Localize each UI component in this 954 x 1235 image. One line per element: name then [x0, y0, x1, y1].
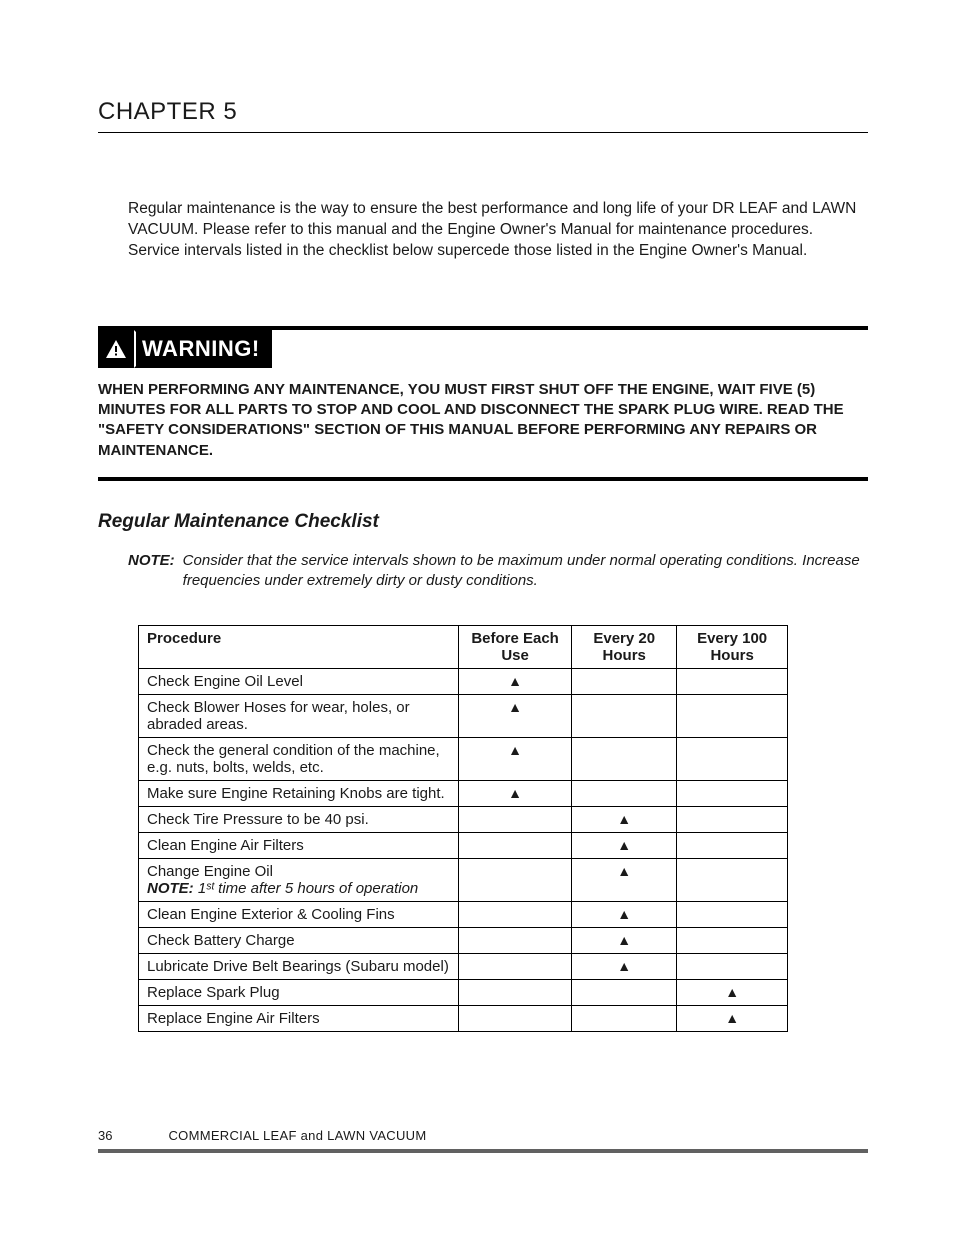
cell-procedure: Replace Engine Air Filters: [139, 1006, 459, 1032]
cell-mark: ▲: [572, 859, 677, 902]
cell-mark: ▲: [459, 738, 572, 781]
note-body: Consider that the service intervals show…: [183, 551, 868, 592]
table-row: Replace Engine Air Filters ▲: [139, 1006, 788, 1032]
table-row: Lubricate Drive Belt Bearings (Subaru mo…: [139, 954, 788, 980]
cell-mark: [459, 902, 572, 928]
cell-procedure: Make sure Engine Retaining Knobs are tig…: [139, 781, 459, 807]
cell-mark: [459, 954, 572, 980]
warning-block: WARNING! WHEN PERFORMING ANY MAINTENANCE…: [98, 326, 868, 481]
header-before-each-use: Before Each Use: [459, 626, 572, 669]
note-block: NOTE: Consider that the service interval…: [128, 551, 868, 592]
chapter-title: CHAPTER 5: [98, 98, 868, 133]
cell-mark: [459, 928, 572, 954]
cell-mark: ▲: [572, 928, 677, 954]
cell-procedure: Change Engine OilNOTE: 1ˢᵗ time after 5 …: [139, 859, 459, 902]
table-row: Clean Engine Exterior & Cooling Fins ▲: [139, 902, 788, 928]
section-title: Regular Maintenance Checklist: [98, 511, 868, 533]
cell-mark: [572, 980, 677, 1006]
table-row: Change Engine OilNOTE: 1ˢᵗ time after 5 …: [139, 859, 788, 902]
cell-procedure: Check Blower Hoses for wear, holes, or a…: [139, 695, 459, 738]
cell-procedure: Clean Engine Exterior & Cooling Fins: [139, 902, 459, 928]
cell-mark: [459, 859, 572, 902]
header-every-100-hours: Every 100 Hours: [677, 626, 788, 669]
cell-mark: ▲: [459, 695, 572, 738]
maintenance-table: Procedure Before Each Use Every 20 Hours…: [138, 625, 788, 1032]
cell-mark: ▲: [677, 1006, 788, 1032]
table-row: Make sure Engine Retaining Knobs are tig…: [139, 781, 788, 807]
cell-mark: [459, 1006, 572, 1032]
cell-mark: ▲: [572, 833, 677, 859]
cell-procedure: Check Engine Oil Level: [139, 669, 459, 695]
table-row: Check Tire Pressure to be 40 psi. ▲: [139, 807, 788, 833]
cell-mark: [677, 807, 788, 833]
cell-mark: [677, 669, 788, 695]
cell-mark: ▲: [572, 954, 677, 980]
cell-mark: [459, 833, 572, 859]
footer-page-number: 36: [98, 1128, 112, 1143]
cell-mark: [459, 980, 572, 1006]
cell-mark: [677, 695, 788, 738]
cell-procedure: Clean Engine Air Filters: [139, 833, 459, 859]
cell-mark: ▲: [459, 781, 572, 807]
cell-mark: [572, 695, 677, 738]
warning-triangle-icon: [98, 330, 134, 368]
table-row: Check the general condition of the machi…: [139, 738, 788, 781]
cell-mark: [572, 781, 677, 807]
cell-mark: ▲: [459, 669, 572, 695]
cell-procedure: Lubricate Drive Belt Bearings (Subaru mo…: [139, 954, 459, 980]
table-row: Clean Engine Air Filters ▲: [139, 833, 788, 859]
warning-banner: WARNING!: [98, 330, 272, 368]
cell-mark: [677, 902, 788, 928]
cell-procedure: Check Battery Charge: [139, 928, 459, 954]
cell-mark: [459, 807, 572, 833]
footer-title: COMMERCIAL LEAF and LAWN VACUUM: [168, 1128, 426, 1143]
cell-mark: ▲: [572, 902, 677, 928]
page: CHAPTER 5 Regular maintenance is the way…: [0, 0, 954, 1235]
cell-procedure: Check the general condition of the machi…: [139, 738, 459, 781]
page-footer: 36 COMMERCIAL LEAF and LAWN VACUUM: [98, 1128, 868, 1153]
header-procedure: Procedure: [139, 626, 459, 669]
cell-mark: [677, 928, 788, 954]
header-every-20-hours: Every 20 Hours: [572, 626, 677, 669]
cell-procedure: Replace Spark Plug: [139, 980, 459, 1006]
table-row: Check Blower Hoses for wear, holes, or a…: [139, 695, 788, 738]
cell-mark: [572, 1006, 677, 1032]
cell-mark: [677, 833, 788, 859]
cell-procedure: Check Tire Pressure to be 40 psi.: [139, 807, 459, 833]
footer-line: 36 COMMERCIAL LEAF and LAWN VACUUM: [98, 1128, 868, 1153]
cell-mark: [572, 738, 677, 781]
cell-mark: [677, 859, 788, 902]
table-header-row: Procedure Before Each Use Every 20 Hours…: [139, 626, 788, 669]
cell-mark: [677, 954, 788, 980]
warning-label: WARNING!: [134, 330, 272, 368]
cell-mark: [572, 669, 677, 695]
cell-mark: [677, 738, 788, 781]
cell-mark: ▲: [572, 807, 677, 833]
warning-text: WHEN PERFORMING ANY MAINTENANCE, YOU MUS…: [98, 380, 868, 461]
table-row: Check Engine Oil Level▲: [139, 669, 788, 695]
cell-mark: ▲: [677, 980, 788, 1006]
table-row: Check Battery Charge ▲: [139, 928, 788, 954]
cell-mark: [677, 781, 788, 807]
note-label: NOTE:: [128, 551, 175, 592]
table-row: Replace Spark Plug ▲: [139, 980, 788, 1006]
intro-paragraph: Regular maintenance is the way to ensure…: [128, 199, 868, 262]
